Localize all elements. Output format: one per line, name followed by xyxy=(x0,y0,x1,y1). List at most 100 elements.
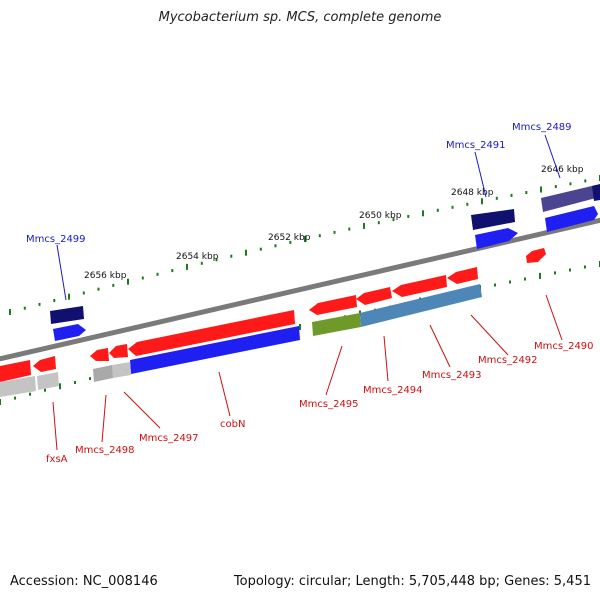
leader-line xyxy=(470,314,509,356)
gene-navy-right[interactable] xyxy=(592,184,600,201)
minor-tick xyxy=(200,261,203,265)
gene-mmcs-2499-pair[interactable] xyxy=(50,306,86,341)
minor-tick xyxy=(38,302,41,306)
major-tick xyxy=(0,399,1,405)
tick-row-inner xyxy=(0,261,600,405)
minor-tick xyxy=(377,221,380,225)
leader-line xyxy=(325,345,343,396)
minor-tick xyxy=(510,193,513,197)
major-tick xyxy=(299,324,301,330)
tick-row-outer xyxy=(9,175,600,315)
minor-tick xyxy=(466,202,469,206)
minor-tick xyxy=(554,271,556,275)
gene-steel-band[interactable] xyxy=(360,284,482,327)
gene-red-2495[interactable] xyxy=(309,295,357,315)
minor-tick xyxy=(348,227,351,231)
ruler-label: 2646 kbp xyxy=(541,165,584,175)
major-tick xyxy=(9,309,11,315)
gene-blue-2499[interactable] xyxy=(53,324,86,341)
leader-line xyxy=(474,151,487,198)
gene-red-left-2[interactable] xyxy=(33,356,56,372)
gene-label: Mmcs_2490 xyxy=(534,341,594,352)
gene-label: Mmcs_2492 xyxy=(478,355,538,366)
minor-tick xyxy=(289,240,292,244)
minor-tick xyxy=(495,196,498,200)
minor-tick xyxy=(29,392,31,396)
minor-tick xyxy=(451,205,454,209)
gene-mmcs-2489[interactable] xyxy=(541,185,596,212)
leader-line xyxy=(123,391,161,429)
gene-mmcs-2491[interactable] xyxy=(471,209,515,230)
gene-red-small-right[interactable] xyxy=(526,248,546,263)
minor-tick xyxy=(333,230,336,234)
major-tick xyxy=(59,383,61,390)
major-tick xyxy=(422,210,424,217)
minor-tick xyxy=(230,254,233,258)
ruler-label: 2656 kbp xyxy=(84,271,127,281)
gene-blue-2491[interactable] xyxy=(475,228,518,249)
major-tick xyxy=(68,293,70,300)
gene-label: Mmcs_2498 xyxy=(75,445,135,456)
gene-mmcs-2489-pair[interactable] xyxy=(541,184,600,232)
leader-line xyxy=(52,401,58,451)
minor-tick xyxy=(509,280,511,284)
minor-tick xyxy=(259,247,262,251)
gene-label: Mmcs_2491 xyxy=(446,140,506,151)
gene-mmcs-2495[interactable] xyxy=(312,313,361,336)
gene-mmcs-2491-pair[interactable] xyxy=(471,209,518,249)
ruler-label: 2648 kbp xyxy=(451,188,494,198)
minor-tick xyxy=(494,283,496,287)
minor-tick xyxy=(318,234,321,238)
topology-summary: Topology: circular; Length: 5,705,448 bp… xyxy=(233,574,591,589)
minor-tick xyxy=(407,214,410,218)
gene-cobN-red[interactable] xyxy=(128,310,295,356)
gene-red-2497[interactable] xyxy=(109,344,128,358)
leader-line xyxy=(429,324,451,368)
major-tick xyxy=(540,186,542,193)
gene-blue-2489[interactable] xyxy=(545,206,598,232)
gene-label: Mmcs_2493 xyxy=(422,370,482,381)
minor-tick xyxy=(112,283,115,287)
leader-line xyxy=(101,394,107,443)
minor-tick xyxy=(524,277,526,281)
leader-line xyxy=(383,335,389,382)
minor-tick xyxy=(23,306,26,310)
minor-tick xyxy=(525,191,528,194)
ruler-label: 2650 kbp xyxy=(359,211,402,221)
minor-tick xyxy=(97,287,100,291)
gene-red-2494[interactable] xyxy=(356,287,392,305)
ruler-label: 2652 kbp xyxy=(268,233,311,243)
minor-tick xyxy=(215,258,218,262)
major-tick xyxy=(127,278,129,285)
gene-mmcs-2497[interactable] xyxy=(112,362,131,378)
gene-mmcs-2499[interactable] xyxy=(50,306,84,324)
gene-red-2492[interactable] xyxy=(447,267,478,284)
gene-red-2493[interactable] xyxy=(392,275,447,297)
minor-tick xyxy=(436,208,439,212)
gene-label: Mmcs_2495 xyxy=(299,399,359,410)
minor-tick xyxy=(584,179,587,183)
minor-tick xyxy=(44,388,46,392)
minor-tick xyxy=(82,291,85,295)
minor-tick xyxy=(569,182,572,186)
minor-tick xyxy=(156,272,159,276)
gene-gray-left-1[interactable] xyxy=(0,376,36,397)
gene-label: Mmcs_2497 xyxy=(139,433,199,444)
gene-cobN-blue[interactable] xyxy=(130,326,300,374)
minor-tick xyxy=(554,185,557,189)
accession-text: Accession: NC_008146 xyxy=(10,574,158,589)
minor-tick xyxy=(14,396,16,400)
gene-red-left-1[interactable] xyxy=(0,360,31,382)
major-tick xyxy=(186,263,188,270)
minor-tick xyxy=(392,218,395,222)
gene-fxsA[interactable] xyxy=(37,372,59,390)
gene-label: cobN xyxy=(220,419,245,430)
gene-label: Mmcs_2489 xyxy=(512,122,572,133)
major-tick xyxy=(304,236,306,242)
gene-red-2498[interactable] xyxy=(90,348,109,361)
minor-tick xyxy=(584,265,586,269)
gene-mmcs-2498[interactable] xyxy=(93,365,113,382)
leader-line xyxy=(544,134,561,179)
